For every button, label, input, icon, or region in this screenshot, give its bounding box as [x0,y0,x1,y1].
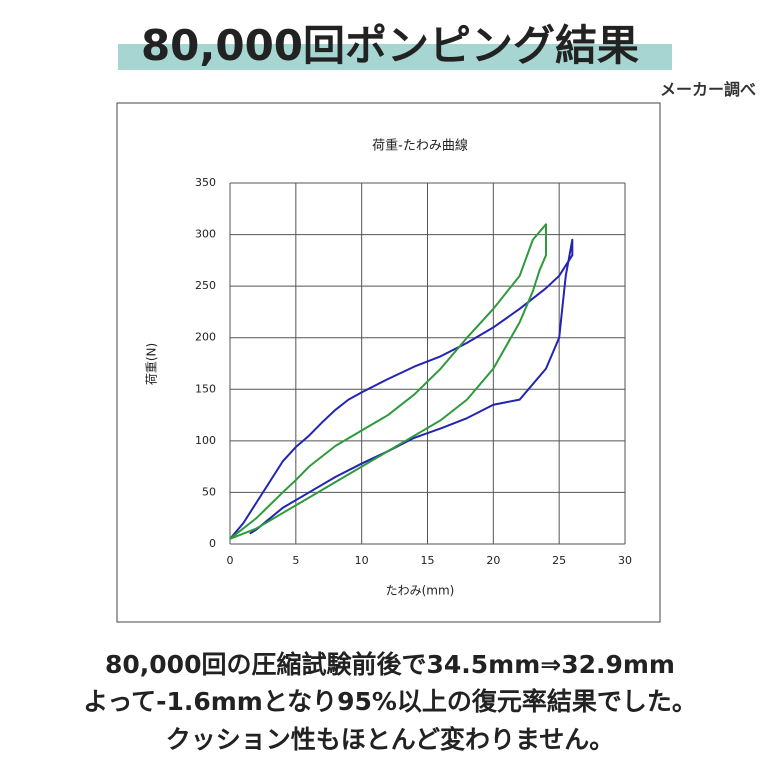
y-axis-label: 荷重(N) [145,343,159,385]
y-tick-label: 350 [195,176,216,189]
footer-line: よって-1.6mmとなり95%以上の復元率結果でした。 [83,687,697,716]
y-tick-label: 100 [195,434,216,447]
footer-line: クッション性もほとんど変わりません。 [165,725,615,754]
x-tick-label: 15 [421,554,435,567]
y-tick-label: 200 [195,331,216,344]
x-tick-label: 25 [552,554,566,567]
y-tick-label: 250 [195,279,216,292]
footer-line: 80,000回の圧縮試験前後で34.5mm⇒32.9mm [105,650,675,679]
source-note: メーカー調べ [659,80,756,99]
y-tick-label: 150 [195,382,216,395]
title-underline [118,44,672,70]
chart-frame [116,102,661,623]
x-axis-label: たわみ(mm) [386,584,455,598]
x-tick-label: 20 [486,554,500,567]
y-tick-label: 0 [209,537,216,550]
x-tick-label: 5 [292,554,299,567]
y-tick-label: 300 [195,228,216,241]
y-tick-label: 50 [202,485,216,498]
chart-title: 荷重-たわみ曲線 [372,138,468,154]
x-tick-label: 0 [227,554,234,567]
data-line [229,223,547,540]
page-title: 80,000回ポンピング結果 [140,21,640,70]
x-tick-label: 30 [618,554,632,567]
x-tick-label: 10 [355,554,369,567]
